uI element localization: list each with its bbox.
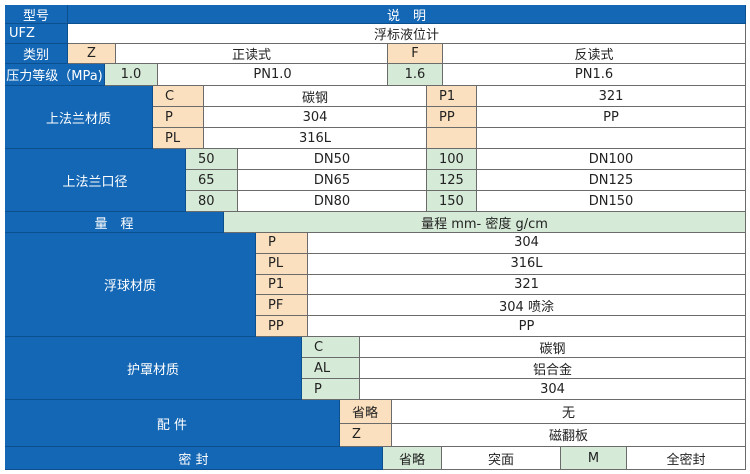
cover-material-code: AL bbox=[302, 358, 360, 379]
flange-size-value: DN100 bbox=[477, 149, 746, 170]
flange-size-label: 上法兰口径 bbox=[5, 149, 186, 212]
flange-size-code: 50 bbox=[186, 149, 238, 170]
model-code: UFZ bbox=[5, 24, 68, 44]
flange-material-value: PP bbox=[477, 107, 746, 128]
cover-material-value: 铝合金 bbox=[360, 358, 746, 379]
accessory-code: Z bbox=[340, 423, 392, 447]
flange-size-code: 65 bbox=[186, 170, 238, 191]
seal-code: M bbox=[561, 447, 627, 470]
flange-size-code: 100 bbox=[427, 149, 477, 170]
cover-material-value: 碳钢 bbox=[360, 337, 746, 358]
accessory-value: 无 bbox=[392, 400, 746, 424]
category-label: 类别 bbox=[5, 44, 68, 64]
float-material-code: P bbox=[256, 233, 308, 254]
category-value: 正读式 bbox=[116, 44, 388, 64]
accessory-code: 省略 bbox=[340, 400, 392, 424]
float-material-value: 304 bbox=[308, 233, 746, 254]
category-value: 反读式 bbox=[443, 44, 746, 64]
flange-material-code: PP bbox=[427, 107, 477, 128]
flange-material-value bbox=[477, 128, 746, 149]
flange-size-code: 80 bbox=[186, 191, 238, 212]
seal-code: 省略 bbox=[383, 447, 442, 470]
flange-size-value: DN125 bbox=[477, 170, 746, 191]
flange-size-code: 125 bbox=[427, 170, 477, 191]
accessory-label: 配 件 bbox=[5, 400, 340, 447]
float-material-value: PP bbox=[308, 316, 746, 337]
flange-material-code bbox=[427, 128, 477, 149]
flange-size-value: DN80 bbox=[238, 191, 427, 212]
cover-material-label: 护罩材质 bbox=[5, 337, 302, 400]
header-description: 说 明 bbox=[68, 5, 746, 24]
flange-size-value: DN50 bbox=[238, 149, 427, 170]
flange-material-code: C bbox=[153, 86, 204, 107]
flange-material-value: 321 bbox=[477, 86, 746, 107]
pressure-code: 1.0 bbox=[105, 64, 158, 86]
pressure-value: PN1.6 bbox=[443, 64, 746, 86]
seal-value: 突面 bbox=[442, 447, 561, 470]
range-value: 量程 mm- 密度 g/cm bbox=[224, 212, 746, 233]
cover-material-code: P bbox=[302, 379, 360, 400]
cover-material-code: C bbox=[302, 337, 360, 358]
float-material-code: PL bbox=[256, 253, 308, 275]
float-material-value: 321 bbox=[308, 274, 746, 296]
seal-value: 全密封 bbox=[627, 447, 746, 470]
header-model: 型号 bbox=[5, 5, 68, 24]
float-material-label: 浮球材质 bbox=[5, 233, 256, 337]
category-code: Z bbox=[68, 44, 116, 64]
range-label: 量 程 bbox=[5, 212, 224, 233]
float-material-code: P1 bbox=[256, 274, 308, 296]
pressure-label: 压力等级（MPa) bbox=[5, 64, 105, 86]
flange-size-value: DN150 bbox=[477, 191, 746, 212]
seal-label: 密 封 bbox=[5, 447, 383, 470]
float-material-code: PP bbox=[256, 316, 308, 337]
flange-material-value: 碳钢 bbox=[204, 86, 427, 107]
float-material-value: 316L bbox=[308, 253, 746, 275]
flange-size-value: DN65 bbox=[238, 170, 427, 191]
flange-material-code: P1 bbox=[427, 86, 477, 107]
model-value: 浮标液位计 bbox=[68, 24, 746, 44]
accessory-value: 磁翻板 bbox=[392, 423, 746, 447]
flange-size-code: 150 bbox=[427, 191, 477, 212]
category-code: F bbox=[388, 44, 443, 64]
pressure-code: 1.6 bbox=[388, 64, 443, 86]
cover-material-value: 304 bbox=[360, 379, 746, 400]
float-material-code: PF bbox=[256, 295, 308, 317]
flange-material-label: 上法兰材质 bbox=[5, 86, 153, 149]
flange-material-code: PL bbox=[153, 128, 204, 149]
float-material-value: 304 喷涂 bbox=[308, 295, 746, 317]
pressure-value: PN1.0 bbox=[158, 64, 388, 86]
flange-material-value: 316L bbox=[204, 128, 427, 149]
flange-material-code: P bbox=[153, 107, 204, 128]
flange-material-value: 304 bbox=[204, 107, 427, 128]
